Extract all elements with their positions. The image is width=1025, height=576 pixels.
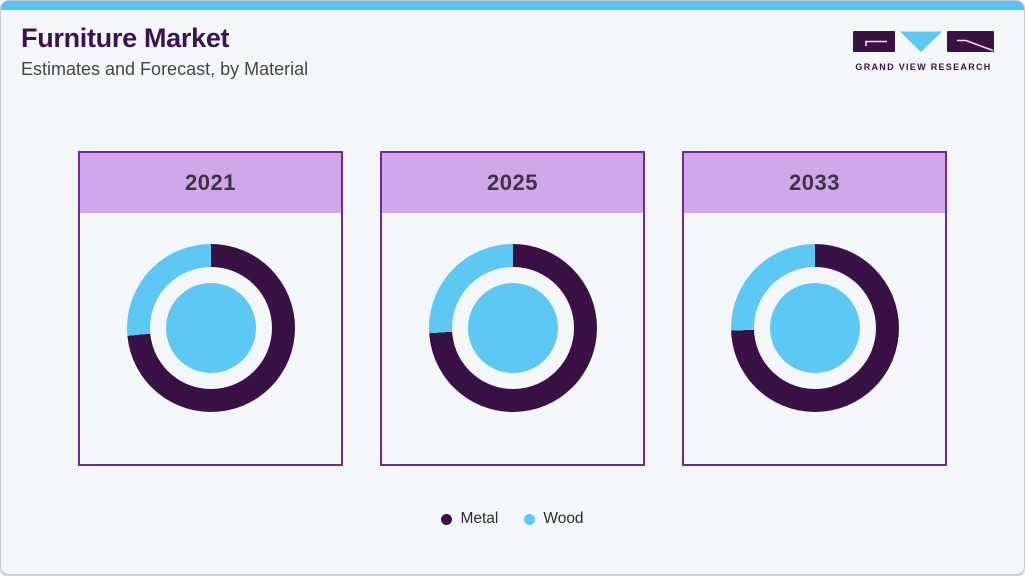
card-2021-header: 2021: [80, 153, 341, 213]
card-2033-year-label: 2033: [789, 170, 840, 195]
page-title: Furniture Market: [21, 23, 230, 53]
card-2033-body: [684, 213, 945, 464]
card-2021-year-label: 2021: [185, 170, 236, 195]
chart-legend: Metal Wood: [1, 510, 1024, 528]
card-2021-body: [80, 213, 341, 464]
donut-2021-center-circle: [165, 283, 256, 373]
metal-legend-dot-icon: [441, 513, 453, 525]
gvr-logo-caption: GRAND VIEW RESEARCH: [855, 62, 992, 72]
card-2021: 2021: [78, 151, 343, 466]
legend-label-metal: Metal: [460, 510, 499, 527]
donut-chart-2021: [126, 244, 295, 412]
legend-item-metal: Metal: [441, 510, 498, 528]
legend-item-wood: Wood: [524, 510, 584, 528]
page-subtitle: Estimates and Forecast, by Material: [21, 59, 309, 80]
page-header: Furniture Market Estimates and Forecast,…: [21, 24, 308, 80]
grand-view-research-logo: GRAND VIEW RESEARCH: [853, 30, 994, 72]
year-cards-row: 2021 2025 2033: [1, 151, 1024, 466]
card-2033: 2033: [682, 151, 947, 466]
card-2033-header: 2033: [684, 153, 945, 213]
donut-2025-center-circle: [467, 283, 558, 373]
donut-chart-2033: [730, 244, 899, 412]
donut-chart-2025: [428, 244, 597, 412]
card-2025-body: [382, 213, 643, 464]
legend-label-wood: Wood: [543, 510, 584, 527]
card-2025-header: 2025: [382, 153, 643, 213]
wood-legend-dot-icon: [524, 513, 536, 525]
donut-2033-center-circle: [769, 283, 860, 373]
card-2025-year-label: 2025: [487, 170, 538, 195]
gvr-logo-icon: [853, 31, 994, 52]
card-2025: 2025: [380, 151, 645, 466]
top-accent-bar: [1, 1, 1024, 10]
